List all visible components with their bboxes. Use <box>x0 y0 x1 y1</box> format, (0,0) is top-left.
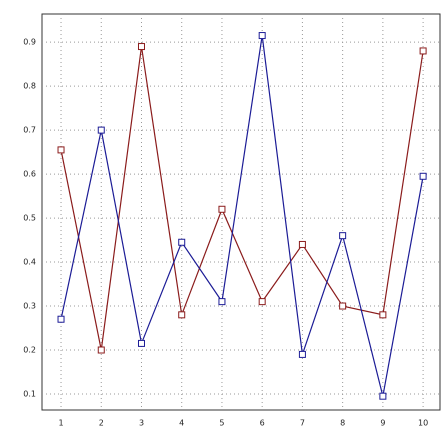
series-line <box>60 35 424 397</box>
point-marker <box>137 339 145 347</box>
point-marker <box>258 298 266 306</box>
y-tick-label: 0.4 <box>23 258 36 267</box>
y-tick-label: 0.2 <box>23 346 36 355</box>
point-marker <box>379 311 387 319</box>
point-marker <box>298 350 306 358</box>
point-marker <box>57 315 65 323</box>
y-tick-label: 0.6 <box>23 170 36 179</box>
x-tick-label: 5 <box>219 419 224 428</box>
point-marker <box>218 298 226 306</box>
x-tick-label: 4 <box>179 419 184 428</box>
y-tick-label: 0.5 <box>23 214 36 223</box>
point-marker <box>339 302 347 310</box>
x-tick-label: 9 <box>380 419 385 428</box>
y-tick-label: 0.1 <box>23 389 36 398</box>
y-tick-label: 0.7 <box>23 126 36 135</box>
plot-frame <box>41 13 441 411</box>
point-marker <box>97 346 105 354</box>
point-marker <box>137 43 145 51</box>
y-tick-label: 0.8 <box>23 82 36 91</box>
series-line <box>60 46 424 351</box>
x-tick-label: 8 <box>340 419 345 428</box>
x-tick-label: 3 <box>139 419 144 428</box>
y-tick-label: 0.9 <box>23 38 36 47</box>
point-marker <box>379 392 387 400</box>
point-marker <box>218 205 226 213</box>
x-tick-label: 10 <box>418 419 428 428</box>
point-marker <box>419 47 427 55</box>
x-tick-label: 6 <box>260 419 265 428</box>
point-marker <box>419 172 427 180</box>
point-marker <box>97 126 105 134</box>
x-tick-label: 1 <box>58 419 63 428</box>
y-tick-label: 0.3 <box>23 302 36 311</box>
point-marker <box>178 238 186 246</box>
point-marker <box>57 146 65 154</box>
x-tick-label: 2 <box>99 419 104 428</box>
x-tick-label: 7 <box>300 419 305 428</box>
point-marker <box>298 240 306 248</box>
point-marker <box>178 311 186 319</box>
point-marker <box>339 232 347 240</box>
point-marker <box>258 32 266 40</box>
